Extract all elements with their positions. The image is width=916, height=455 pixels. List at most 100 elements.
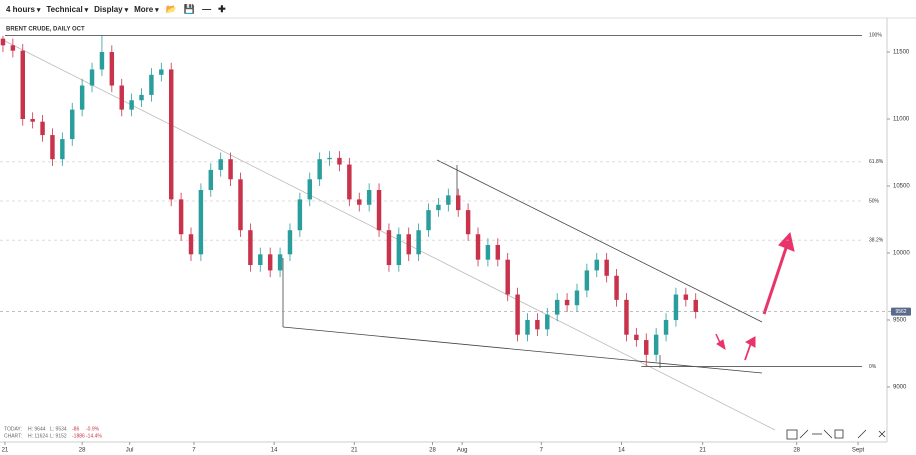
candle-body [238, 179, 243, 231]
candle-body [258, 254, 263, 266]
candle-body [366, 190, 372, 205]
trend-line [436, 159, 763, 323]
zoom-out[interactable]: — [202, 4, 212, 14]
arrow [744, 342, 752, 361]
tool-icon[interactable] [786, 429, 798, 440]
close-tools[interactable] [878, 430, 886, 438]
candle-body [406, 234, 411, 255]
candle-body [307, 179, 312, 200]
candle-body [10, 45, 16, 51]
candle-body [149, 74, 154, 95]
candle-body [396, 234, 402, 266]
tool-icon[interactable] [799, 429, 809, 439]
candle-body [30, 119, 35, 122]
candle-body [376, 190, 382, 231]
arrows [715, 231, 795, 361]
candle-body [208, 169, 214, 191]
candle-body [198, 190, 204, 255]
last-price-box [891, 307, 911, 316]
candle-body [545, 314, 550, 330]
candle-body [287, 230, 293, 255]
info-text: TODAY: [4, 426, 22, 432]
info-text: L: 9534 [50, 426, 67, 432]
x-tick-label: 21 [351, 448, 358, 454]
candle-body [99, 52, 105, 70]
candle-body [297, 199, 303, 231]
x-tick-label: Aug [457, 448, 468, 454]
candle-body [188, 234, 194, 255]
info-text: -0.9% [86, 426, 100, 432]
candle-body [267, 254, 273, 271]
save-icon[interactable]: 💾 [183, 3, 196, 14]
candle-body [416, 230, 421, 255]
candle-body [683, 294, 689, 300]
candle-body [634, 334, 639, 341]
info-text: L: 9152 [50, 433, 67, 439]
x-tick-label: 14 [271, 448, 278, 454]
y-tick-label: 11500 [893, 50, 910, 56]
candle-body [436, 204, 441, 211]
tool-icon[interactable] [857, 429, 867, 439]
candle-body [505, 259, 510, 295]
tool-icon[interactable] [834, 429, 844, 439]
menu[interactable]: More [134, 5, 159, 14]
candle-body [455, 195, 461, 211]
candle-body [60, 139, 65, 160]
open-icon[interactable]: 📂 [165, 3, 177, 14]
candle-body [485, 244, 491, 260]
candle-body [248, 230, 253, 266]
candle-body [554, 299, 560, 315]
y-tick-label: 9500 [893, 318, 907, 324]
toolbar: 4 hours Technical Display More 📂 💾 — ✚ [0, 0, 916, 18]
candle-body [465, 210, 471, 235]
fib-label: 0% [869, 364, 877, 370]
candle-body [109, 52, 115, 86]
candle-body [574, 290, 580, 306]
tool-icon[interactable] [823, 429, 833, 439]
candle-body [218, 159, 223, 170]
x-tick-label: 28 [793, 448, 800, 454]
arrow-head [778, 231, 795, 252]
zoom-in[interactable]: ✚ [218, 3, 226, 14]
candle-body [386, 230, 392, 266]
menu[interactable]: Technical [46, 5, 88, 14]
info-text: H: 11624 [28, 433, 48, 439]
candle-body [357, 199, 362, 205]
x-tick-label: 21 [2, 448, 9, 454]
candle-body [228, 159, 233, 180]
candle-body [317, 159, 322, 180]
x-tick-label: 21 [699, 448, 706, 454]
fib-label: 61.8% [869, 159, 884, 165]
drawing-tools [786, 429, 886, 440]
candle-body [693, 299, 698, 312]
candle-body [644, 340, 649, 355]
candle-body [525, 319, 530, 335]
candle-body [159, 69, 164, 75]
candle-body [495, 244, 501, 260]
candle-body [277, 254, 283, 271]
candle-body [40, 121, 45, 136]
info-text: -86 [72, 426, 79, 432]
menu[interactable]: Display [94, 5, 128, 14]
candle-body [584, 270, 590, 291]
info-text: H: 9644 [28, 426, 46, 432]
trend-line [282, 326, 763, 374]
info-text: -14.4% [86, 433, 102, 439]
x-tick-label: 28 [79, 448, 86, 454]
arrow [762, 244, 789, 315]
candle-body [327, 157, 332, 160]
candle-body [594, 259, 599, 271]
menu[interactable]: 4 hours [6, 5, 40, 14]
candle-body [79, 85, 85, 110]
candle-body [168, 69, 174, 200]
last-price-label: 9562 [895, 309, 906, 315]
candle-body [604, 259, 609, 276]
candle-body [673, 294, 679, 320]
x-tick-label: Sept [852, 448, 865, 454]
x-tick-label: 7 [192, 448, 196, 454]
y-tick-label: 10000 [893, 251, 910, 257]
info-text: -1886 [72, 433, 85, 439]
x-tick-label: Jul [126, 448, 134, 454]
x-tick-label: 14 [618, 448, 625, 454]
